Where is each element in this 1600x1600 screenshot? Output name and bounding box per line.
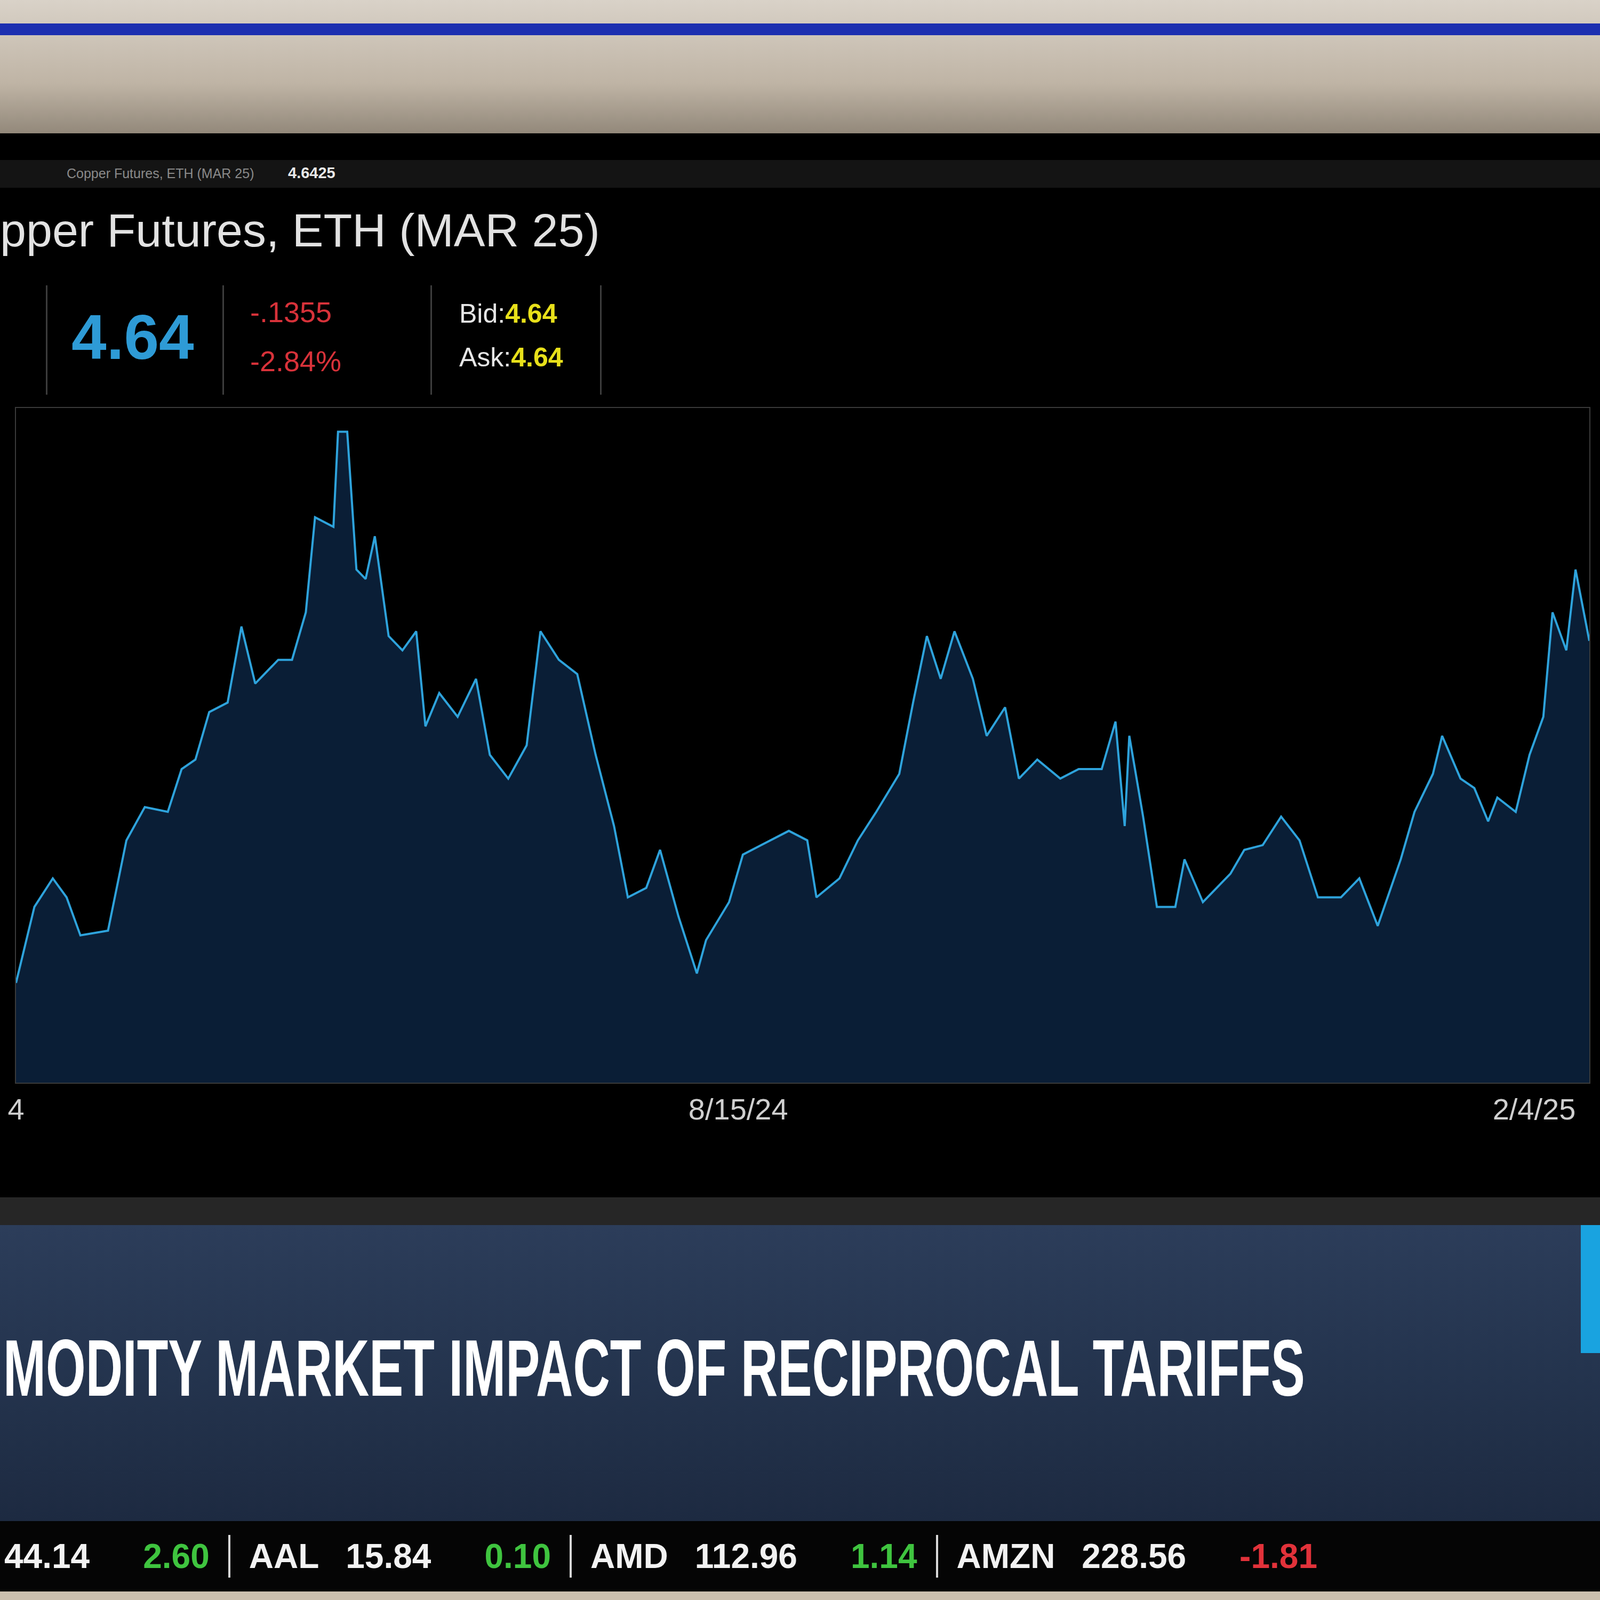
html-text:1.14: 1.14 (850, 1537, 918, 1576)
html-text:2.60: 2.60 (143, 1537, 210, 1576)
html-text:Ask: 4.64: Ask: 4.64 (459, 342, 563, 373)
html-text:AMD: AMD (590, 1537, 669, 1576)
html-text:4.64: 4.64 (71, 301, 194, 373)
svg-text:2/4/25: 2/4/25 (1492, 1092, 1576, 1126)
html-text:0.10: 0.10 (484, 1537, 551, 1576)
html-text:pper Futures, ETH (MAR 25): pper Futures, ETH (MAR 25) (0, 203, 600, 257)
html-text:MODITY MARKET IMPACT OF RECIPR: MODITY MARKET IMPACT OF RECIPROCAL TARIF… (3, 1323, 1305, 1413)
html-text:112.96: 112.96 (694, 1537, 798, 1576)
html-text:-.1355: -.1355 (250, 296, 332, 328)
html-text:228.56: 228.56 (1081, 1537, 1187, 1576)
svg-text:4: 4 (7, 1092, 24, 1126)
html-text:44.14: 44.14 (4, 1537, 90, 1576)
html-text:Bid: 4.64: Bid: 4.64 (459, 298, 558, 329)
html-text:Copper Futures, ETH (MAR 25): Copper Futures, ETH (MAR 25) (66, 165, 255, 181)
html-text:-1.81: -1.81 (1239, 1537, 1318, 1576)
html-text:4.6425: 4.6425 (288, 164, 336, 182)
html-text:AMZN: AMZN (956, 1537, 1056, 1576)
html-text:-2.84%: -2.84% (250, 345, 342, 378)
html-text:AAL: AAL (248, 1537, 320, 1576)
html-text:15.84: 15.84 (345, 1537, 432, 1576)
svg-text:8/15/24: 8/15/24 (688, 1092, 789, 1126)
